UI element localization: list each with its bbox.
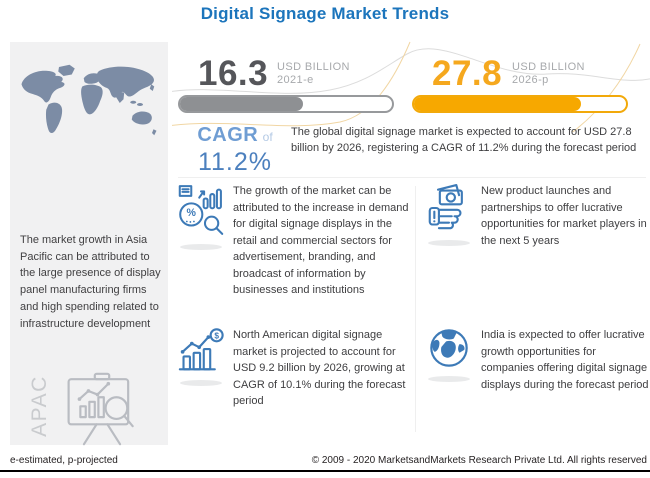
- world-map: [21, 64, 157, 136]
- progress-bar-2021: [178, 95, 394, 113]
- cagr-label: CAGR: [197, 124, 259, 146]
- apac-region-label: APAC: [28, 375, 51, 437]
- presentation-chart-icon: [67, 372, 134, 446]
- globe-icon: [430, 329, 468, 367]
- stat-2021-value: 16.3: [198, 54, 269, 93]
- insight-product-launches: New product launches and partnerships to…: [424, 183, 650, 249]
- market-summary-text: The global digital signage market is exp…: [291, 126, 637, 154]
- apac-panel: The market growth in Asia Pacific can be…: [10, 42, 168, 446]
- copyright-text: © 2009 - 2020 MarketsandMarkets Research…: [311, 455, 647, 466]
- insight-text: North American digital signage market is…: [233, 329, 406, 407]
- insight-north-america: $ North American digital signage market …: [176, 327, 414, 410]
- icon-shadow: [180, 380, 222, 386]
- apac-insight-text: The market growth in Asia Pacific can be…: [20, 234, 161, 330]
- market-growth-analysis-icon: %: [178, 185, 224, 235]
- legend-note: e-estimated, p-projected: [10, 455, 118, 466]
- insight-india: India is expected to offer lucrative gro…: [424, 327, 650, 393]
- progress-bar-2026-fill: [414, 97, 582, 111]
- insight-text: The growth of the market can be attribut…: [233, 185, 409, 296]
- bottom-rule: [0, 470, 650, 472]
- page-title: Digital Signage Market Trends: [200, 4, 450, 23]
- icon-shadow: [428, 376, 470, 382]
- cagr-value: 11.2%: [197, 148, 273, 176]
- svg-text:%: %: [187, 207, 197, 219]
- cagr-block: CAGR of 11.2%: [188, 124, 282, 177]
- money-hand-icon: [428, 184, 463, 230]
- horizontal-divider: [178, 177, 646, 178]
- stat-2021-unit: USD BILLION 2021-e: [277, 61, 350, 87]
- svg-text:$: $: [214, 332, 219, 341]
- icon-shadow: [180, 244, 222, 250]
- insight-text: India is expected to offer lucrative gro…: [481, 329, 649, 391]
- vertical-divider: [415, 186, 416, 432]
- insight-market-growth: % The growth of the market can be attrib…: [176, 183, 414, 299]
- insight-text: New product launches and partnerships to…: [481, 185, 647, 247]
- growth-bar-chart-icon: $: [178, 328, 224, 371]
- stat-2026-value: 27.8: [432, 54, 503, 93]
- cagr-of: of: [262, 130, 273, 144]
- progress-bar-2026: [412, 95, 628, 113]
- icon-shadow: [428, 240, 470, 246]
- progress-bar-2021-fill: [180, 97, 303, 111]
- stat-2026-unit: USD BILLION 2026-p: [512, 61, 585, 87]
